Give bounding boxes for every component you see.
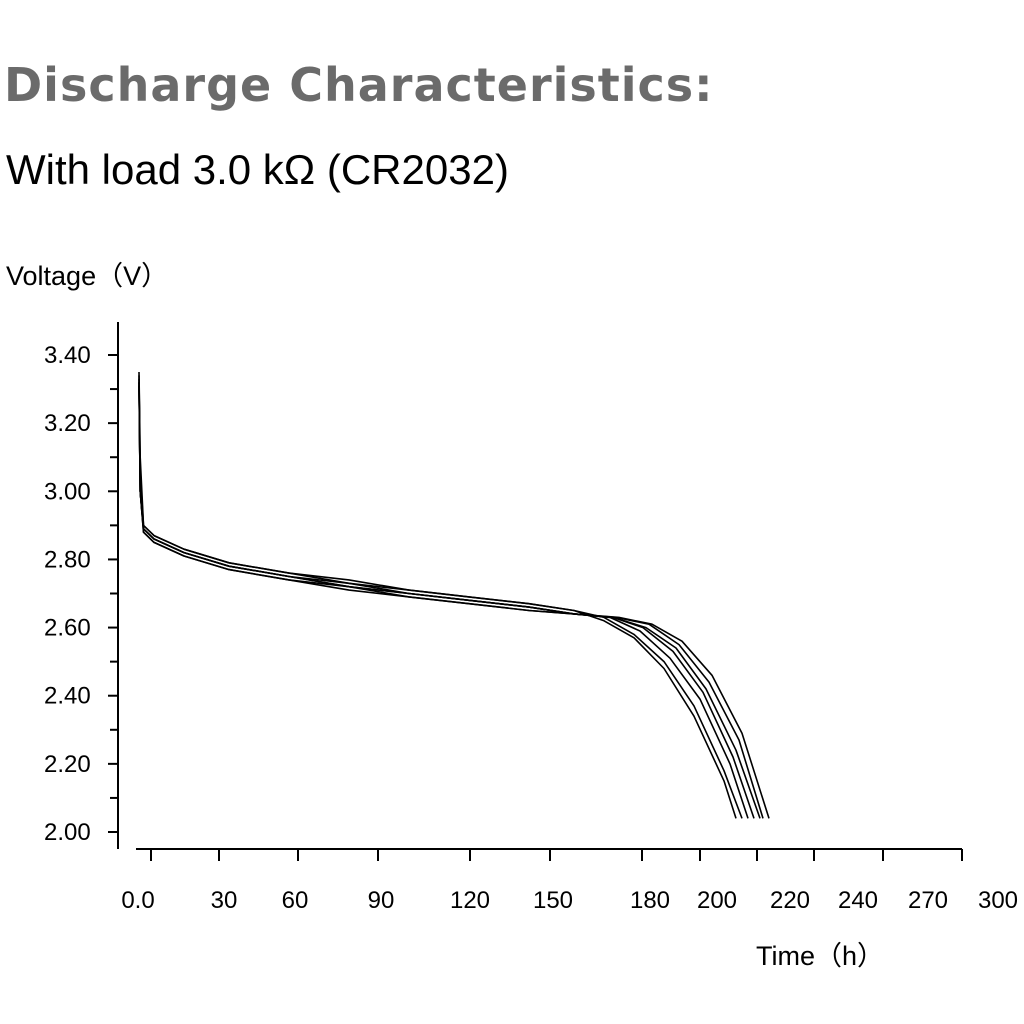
- y-tick-label: 2.80: [44, 546, 91, 573]
- x-tick-label: 200: [697, 887, 737, 914]
- discharge-curve-7: [138, 385, 770, 819]
- x-tick-label: 120: [450, 887, 490, 914]
- chart-subtitle: With load 3.0 kΩ (CR2032): [6, 146, 509, 193]
- x-tick-label: 60: [282, 887, 309, 914]
- y-axis-label: Voltage（V）: [6, 261, 169, 291]
- discharge-curve-2: [138, 375, 743, 819]
- x-tick-label: 180: [630, 887, 670, 914]
- x-tick-label: 90: [368, 887, 395, 914]
- x-tick-label: 30: [211, 887, 238, 914]
- y-tick-label: 2.00: [44, 819, 91, 846]
- x-tick-label: 300: [978, 887, 1018, 914]
- x-axis-label: Time（h）: [756, 941, 885, 971]
- x-tick-label: 150: [533, 887, 573, 914]
- y-tick-label: 2.20: [44, 751, 91, 778]
- discharge-curve-5: [138, 382, 761, 819]
- x-tick-label: 220: [770, 887, 810, 914]
- chart-title: Discharge Characteristics:: [4, 58, 714, 112]
- y-tick-label: 3.20: [44, 410, 91, 437]
- y-tick-label: 2.60: [44, 615, 91, 642]
- x-tick-label: 0.0: [121, 887, 154, 914]
- x-tick-label: 240: [838, 887, 878, 914]
- axes: 3.40 3.20 3.00 2.80 2.60 2.40 2.20 2.00 0.0 30 60 9…: [44, 322, 1018, 914]
- y-tick-label: 2.40: [44, 683, 91, 710]
- x-tick-label: 270: [908, 887, 948, 914]
- y-tick-label: 3.40: [44, 342, 91, 369]
- discharge-curve-3: [138, 378, 749, 819]
- series-layer: [138, 371, 770, 819]
- discharge-curve-1: [138, 371, 737, 819]
- y-tick-label: 3.00: [44, 478, 91, 505]
